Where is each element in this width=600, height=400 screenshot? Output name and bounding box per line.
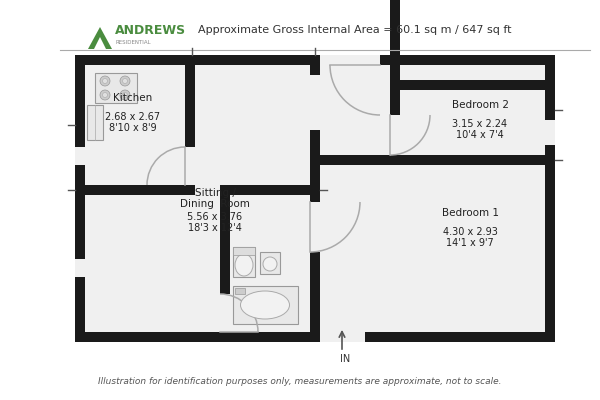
Bar: [75, 147, 85, 165]
Bar: [75, 55, 555, 342]
Text: Kitchen: Kitchen: [113, 93, 152, 103]
Bar: [220, 185, 310, 195]
Text: Bedroom 1: Bedroom 1: [442, 208, 499, 218]
Bar: [310, 65, 320, 332]
Polygon shape: [94, 37, 106, 49]
Bar: [545, 130, 555, 145]
Circle shape: [100, 90, 110, 100]
Text: IN: IN: [340, 354, 350, 364]
Bar: [390, 0, 400, 155]
Bar: [310, 202, 320, 252]
Text: ANDREWS: ANDREWS: [115, 24, 186, 38]
Text: Approximate Gross Internal Area = 60.1 sq m / 647 sq ft: Approximate Gross Internal Area = 60.1 s…: [198, 25, 512, 35]
Bar: [320, 155, 545, 165]
Text: 3.15 x 2.24: 3.15 x 2.24: [452, 119, 508, 129]
Bar: [233, 247, 255, 255]
Bar: [260, 252, 280, 274]
Text: 5.56 x 3.76: 5.56 x 3.76: [187, 212, 242, 222]
Bar: [220, 294, 230, 332]
Text: Dining  Room: Dining Room: [180, 199, 250, 209]
Text: 2.68 x 2.67: 2.68 x 2.67: [106, 112, 161, 122]
Bar: [95, 73, 137, 103]
Bar: [235, 288, 245, 294]
Ellipse shape: [241, 291, 290, 319]
Bar: [320, 332, 365, 342]
Text: Sitting /: Sitting /: [194, 188, 235, 198]
Text: 8'10 x 8'9: 8'10 x 8'9: [109, 123, 157, 133]
Ellipse shape: [263, 257, 277, 271]
Bar: [390, 115, 400, 155]
Circle shape: [100, 76, 110, 86]
Polygon shape: [88, 27, 112, 49]
Text: Illustration for identification purposes only, measurements are approximate, not: Illustration for identification purposes…: [98, 378, 502, 386]
Bar: [233, 286, 298, 324]
Bar: [220, 195, 230, 332]
Bar: [320, 55, 380, 65]
Bar: [185, 147, 195, 185]
Bar: [75, 259, 85, 277]
Bar: [85, 65, 545, 332]
Bar: [233, 247, 255, 277]
Circle shape: [103, 78, 107, 84]
Text: 14'1 x 9'7: 14'1 x 9'7: [446, 238, 494, 248]
Circle shape: [103, 92, 107, 98]
Bar: [87, 105, 103, 140]
Bar: [545, 120, 555, 135]
Circle shape: [120, 90, 130, 100]
Bar: [85, 185, 185, 195]
Bar: [310, 75, 320, 130]
Text: RESIDENTIAL: RESIDENTIAL: [115, 40, 151, 44]
Text: 10'4 x 7'4: 10'4 x 7'4: [456, 130, 504, 140]
Bar: [400, 80, 545, 90]
Ellipse shape: [235, 254, 253, 276]
Text: 18'3 x 12'4: 18'3 x 12'4: [188, 223, 242, 233]
Text: Bedroom 2: Bedroom 2: [452, 100, 509, 110]
Text: 4.30 x 2.93: 4.30 x 2.93: [443, 227, 497, 237]
Circle shape: [122, 92, 128, 98]
Bar: [185, 65, 195, 195]
Circle shape: [120, 76, 130, 86]
Circle shape: [122, 78, 128, 84]
